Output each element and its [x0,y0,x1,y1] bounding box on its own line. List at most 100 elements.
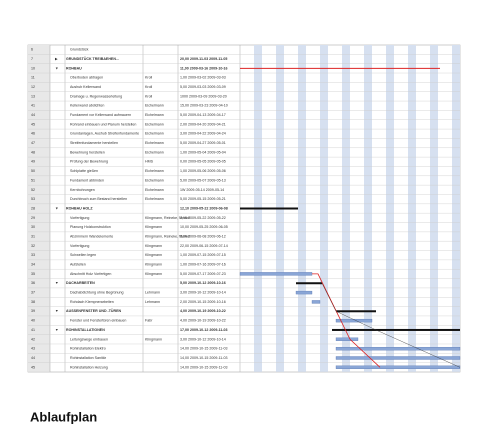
row-number: 52 [31,188,35,192]
task-name: Aufstellen [70,263,86,267]
task-name: Oberboden abtragen [70,76,103,80]
row-number: 10 [31,66,35,70]
resource: Klingmann, Reineke, Merkel [145,216,190,220]
row-number: 33 [31,253,35,257]
row-number: 7 [31,57,33,61]
duration-dates: 5,00 2009-04-13 2009-04-17 [180,113,226,117]
row-number: 42 [31,337,35,341]
task-name: Rohinstallation Elektro [70,347,106,351]
duration-dates: 12,10 2009-05-22 2009-06-08 [180,206,228,210]
duration-dates: 15,00 2009-03-23 2009-04-10 [180,104,228,108]
resource: Eichelmann [145,188,164,192]
task-name: Dachabdichtung ohne Begrünung [70,291,124,295]
outline-marker: ▼ [55,66,59,70]
duration-dates: 5,00 2009-03-03 2009-03-09 [180,85,226,89]
task-name: Fenster und Fenstertüren einbauen [70,319,126,323]
row-number: 30 [31,225,35,229]
resource: Eichelmann [145,122,164,126]
task-bar [295,290,313,295]
task-name: Fundament vor Kellerwand aufmauern [70,113,131,117]
task-name: DACHARBEITEN [66,281,95,285]
task-name: Streifenfundamente herstellen [70,141,118,145]
row-number: 34 [31,263,35,267]
weekend-band [430,45,438,372]
task-name: Planung Holzkonstruktion [70,225,111,229]
row-number: 32 [31,244,35,248]
summary-bar [296,282,322,285]
row-number: 35 [31,272,35,276]
task-name: Schwellen legen [70,253,96,257]
critical-path [312,273,381,368]
task-name: Rohdach Klempnerarbeiten [70,300,114,304]
row-number: 36 [31,281,35,285]
weekend-band [364,45,372,372]
task-name: Vorfertigung [70,216,89,220]
task-name: Abzimmern Wandelemente [70,234,113,238]
summary-bar [240,207,298,210]
task-name: Prüfung der Bewehrung [70,160,108,164]
resource: Eichelmann [145,132,164,136]
duration-dates: 14,00 2009-10-15 2009-11-03 [180,356,228,360]
task-name: Rohinstallation Heizung [70,365,108,369]
row-number: 48 [31,150,35,154]
row-number: 6 [31,48,33,52]
row-number-column [28,45,50,372]
weekend-band [298,45,306,372]
task-name: Aushub Kellerwand [70,85,101,89]
row-number: 41 [31,328,35,332]
row-number: 29 [31,216,35,220]
rows: 6 Grundstück 7 ▶ GRUNDSTÜCK TREIBAEHEN... 20,… [28,48,460,373]
duration-dates: 1,00 2009-07-16 2009-07-16 [180,263,226,267]
row-number: 45 [31,122,35,126]
weekend-band [386,45,394,372]
duration-dates: 5,00 2009-10-12 2009-10-16 [180,281,226,285]
duration-dates: 5,00 2009-07-17 2009-07-23 [180,272,226,276]
task-name: Drainage u. Regenwasserleitung [70,94,122,98]
task-name: ROHBAU [66,66,82,70]
resource: Fabr [145,319,153,323]
row-number: 39 [31,309,35,313]
task-bar [335,318,373,323]
resource: Eichelmann [145,104,164,108]
row-number: 46 [31,132,35,136]
dependency-link [321,283,461,368]
row-number: 41 [31,104,35,108]
duration-dates: 3,00 2009-04-22 2009-04-24 [180,132,226,136]
task-bar [239,272,313,276]
duration-dates: 3,00 2009-10-12 2009-10-14 [180,337,226,341]
duration-dates: 5,00 2009-05-07 2009-05-13 [180,178,226,182]
resource: Klingmann [145,272,162,276]
duration-dates: 2,00 2009-10-15 2009-10-16 [180,300,226,304]
row-number: 44 [31,356,35,360]
resource: Klingmann [145,263,162,267]
task-name: Durchbruch zum Bestand herstellen [70,197,127,201]
task-name: Bewehrung herstellen [70,150,105,154]
duration-dates: 22,00 2009-06-15 2009-07-14 [180,244,228,248]
resource: Eichelmann [145,150,164,154]
task-name: Abschnitt Holz Vorfertigen [70,272,111,276]
row-number: 50 [31,169,35,173]
duration-dates: 4,00 2009-10-19 2009-10-22 [180,319,226,323]
weekend-band [452,45,460,372]
outline-marker: ▼ [55,206,59,210]
duration-dates: 5,00 2009-04-27 2009-05-01 [180,141,226,145]
summary-bar [336,310,376,313]
row-number: 47 [31,141,35,145]
row-number: 40 [31,319,35,323]
resource: Eichelmann [145,141,164,145]
task-name: Kernbohrungen [70,188,95,192]
duration-dates: 1,00 2009-05-04 2009-05-04 [180,150,226,154]
resource: Eichelmann [145,178,164,182]
task-bar [335,365,461,369]
row-number: 37 [31,291,35,295]
duration-dates: 0,00 2009-05-05 2009-05-05 [180,160,226,164]
task-name: ROHBAU HOLZ [66,206,93,210]
task-bar [335,337,359,341]
row-number: 43 [31,347,35,351]
row-number: 45 [31,365,35,369]
weekend-band [342,45,350,372]
duration-dates: 2,00 2009-04-20 2009-04-21 [180,122,226,126]
task-bar [311,300,321,304]
row-number: 13 [31,94,35,98]
